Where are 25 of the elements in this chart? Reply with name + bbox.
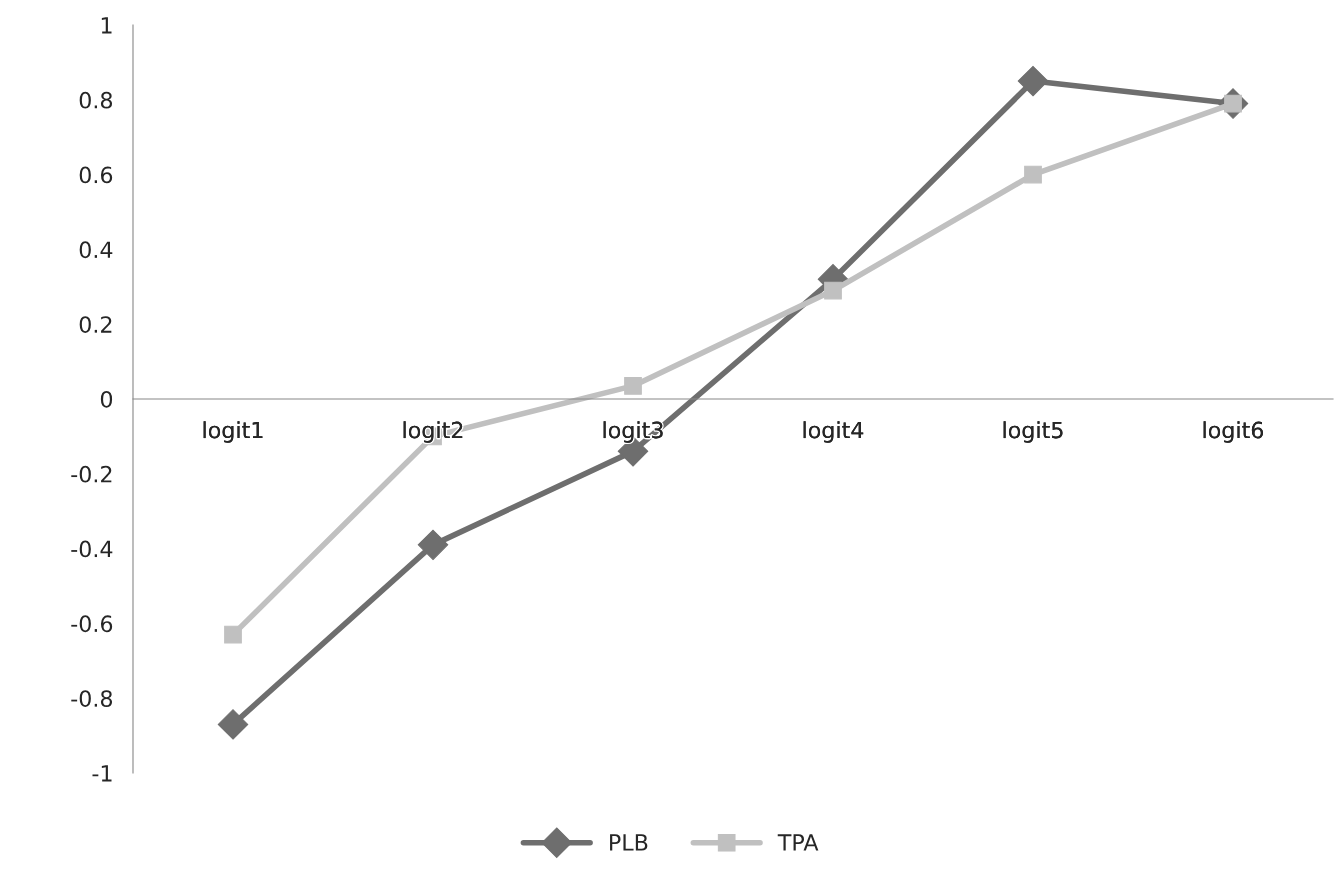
y-tick-label: -0.2 (71, 465, 112, 483)
y-tick-label: -0.4 (71, 540, 113, 558)
legend-label: TPA (777, 834, 819, 851)
x-tick-label: logit1 (203, 421, 263, 443)
point (217, 709, 249, 740)
legend-label: PLB (610, 834, 648, 851)
y-tick-label: -1 (92, 765, 112, 782)
point (224, 625, 242, 644)
point (1017, 65, 1049, 97)
y-tick-label: -0.8 (71, 690, 113, 707)
x-tick-label: logit6 (1203, 421, 1264, 443)
point (417, 529, 449, 561)
point (624, 377, 642, 395)
y-tick-label: 0.6 (79, 166, 113, 184)
y-tick-label: 0 (100, 390, 113, 408)
point (1024, 165, 1042, 184)
y-tick-label: 1 (101, 17, 112, 34)
y-tick-label: -0.6 (71, 615, 113, 633)
x-tick-label: logit5 (1003, 421, 1063, 443)
y-tick-label: 0.2 (79, 316, 112, 333)
y-tick-label: 0.4 (79, 241, 113, 259)
x-tick-label: logit4 (803, 421, 864, 443)
x-tick-label: logit2 (403, 421, 463, 443)
y-tick-label: 0.8 (79, 91, 113, 109)
point (824, 281, 842, 300)
